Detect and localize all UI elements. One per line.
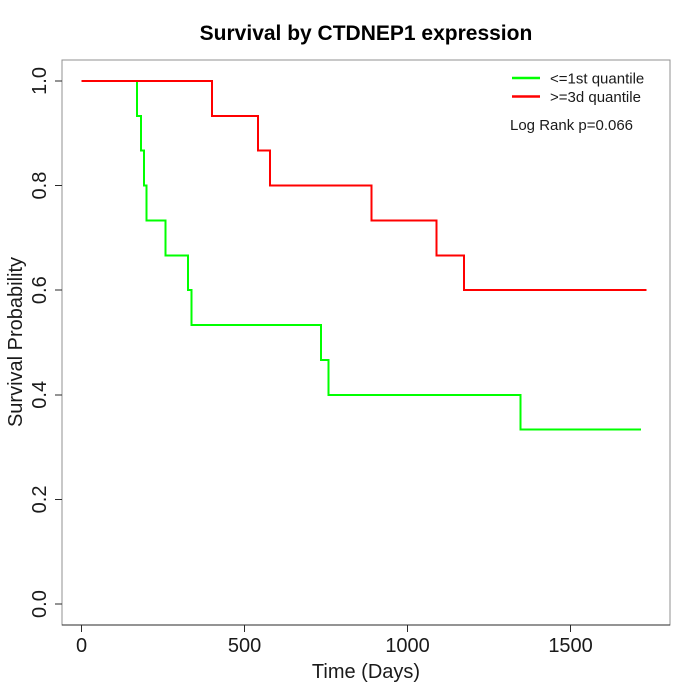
legend: <=1st quantile >=3d quantile Log Rank p=… <box>510 71 644 135</box>
log-rank-annotation: Log Rank p=0.066 <box>510 117 633 134</box>
y-axis-ticks: 0.0 0.2 0.4 0.6 0.8 1.0 <box>29 67 62 618</box>
x-axis-ticks: 0 500 1000 1500 <box>76 625 593 657</box>
km-curve-low-quantile <box>81 79 641 431</box>
y-tick-label: 0.6 <box>29 276 51 304</box>
y-axis-label: Survival Probability <box>5 257 27 427</box>
survival-curves <box>81 79 647 431</box>
x-tick-label: 1500 <box>548 635 593 657</box>
x-tick-label: 1000 <box>385 635 430 657</box>
x-tick-label: 0 <box>76 635 87 657</box>
y-tick-label: 0.4 <box>29 381 51 409</box>
x-tick-label: 500 <box>228 635 261 657</box>
x-axis-label: Time (Days) <box>312 661 420 683</box>
plot-box <box>61 59 671 626</box>
y-tick-label: 0.2 <box>29 486 51 514</box>
chart-title: Survival by CTDNEP1 expression <box>200 22 533 45</box>
legend-label-high-expression: >=3d quantile <box>550 89 641 106</box>
km-curve-high-quantile <box>81 79 647 292</box>
y-tick-label: 0.8 <box>29 172 51 200</box>
legend-label-low-expression: <=1st quantile <box>550 71 644 88</box>
y-tick-label: 1.0 <box>29 67 51 95</box>
y-tick-label: 0.0 <box>29 590 51 618</box>
